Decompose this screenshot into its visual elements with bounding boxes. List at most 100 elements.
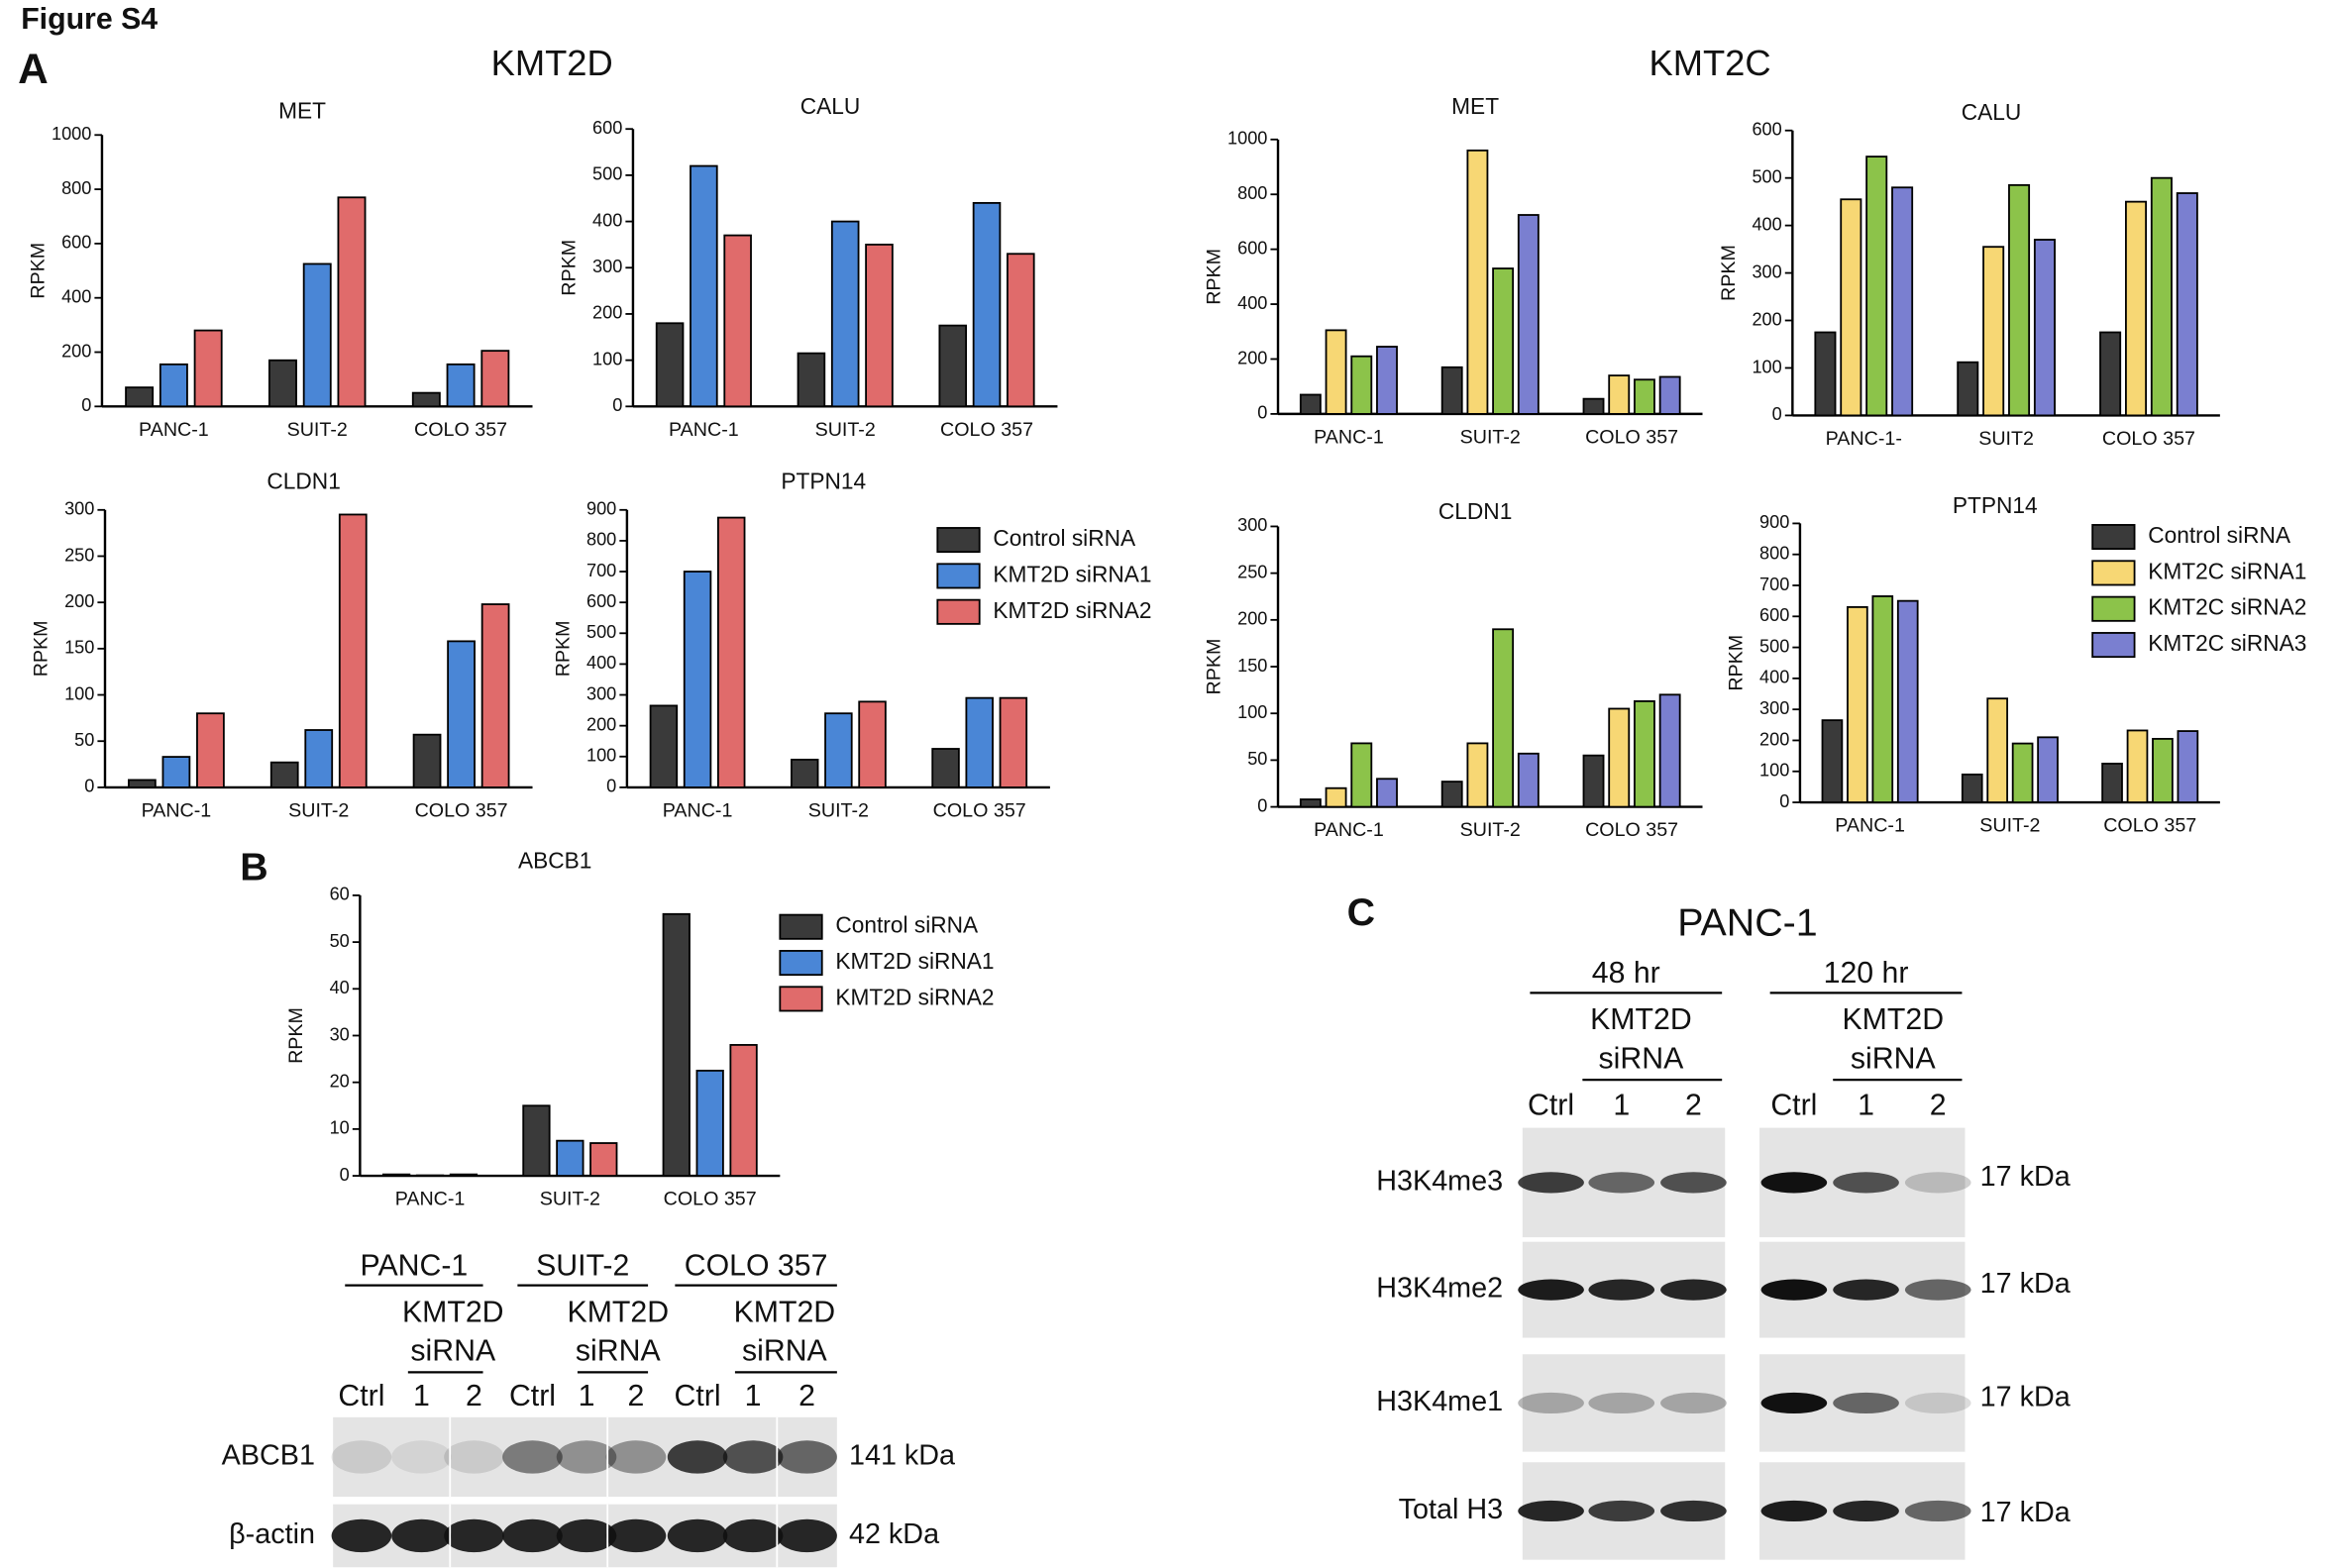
y-tick-label: 900	[1759, 512, 1789, 532]
lane-label: Ctrl	[338, 1380, 384, 1412]
treatment-label: KMT2D	[1590, 1003, 1692, 1036]
y-tick-label: 800	[586, 530, 616, 550]
lane-label: 1	[413, 1380, 430, 1412]
blot-band	[1518, 1392, 1584, 1414]
y-tick-label: 700	[586, 561, 616, 580]
legend-label: KMT2D siRNA1	[993, 561, 1151, 586]
chart-title: CLDN1	[266, 469, 340, 494]
bar	[938, 324, 968, 408]
x-tick-label: PANC-1	[1314, 819, 1384, 841]
y-tick-label: 200	[592, 303, 622, 323]
bar	[1847, 606, 1868, 803]
chart-title: CLDN1	[1438, 498, 1512, 524]
lane-label: 1	[1613, 1089, 1630, 1121]
blot-band	[1588, 1172, 1655, 1194]
y-tick-label: 50	[74, 730, 94, 750]
x-tick-label: COLO 357	[2103, 814, 2196, 836]
y-tick-label: 300	[1759, 698, 1789, 718]
chart-title: CALU	[1962, 99, 2022, 125]
bar	[2099, 331, 2122, 417]
y-tick-label: 400	[1237, 293, 1267, 313]
legend-label: KMT2D siRNA1	[835, 948, 994, 974]
y-tick-label: 1000	[52, 124, 91, 144]
lane-label: 2	[1685, 1089, 1702, 1121]
bar	[2176, 192, 2198, 417]
bar	[655, 322, 685, 408]
row-label: H3K4me1	[1376, 1386, 1503, 1417]
blot-band	[1760, 1172, 1828, 1194]
bar	[1634, 700, 1655, 808]
x-tick-label: PANC-1	[1835, 814, 1905, 836]
x-tick-label: PANC-1	[663, 799, 733, 821]
bar	[2011, 742, 2034, 803]
blot-band	[444, 1518, 504, 1553]
y-axis-label: RPKM	[285, 1007, 307, 1064]
bar	[269, 761, 299, 788]
bar	[1634, 378, 1655, 415]
bar	[1517, 214, 1540, 415]
x-tick-label: SUIT-2	[1460, 426, 1521, 448]
blot-band	[722, 1518, 784, 1553]
y-axis-label: RPKM	[1718, 245, 1740, 301]
bar	[683, 571, 712, 788]
blot-band	[1760, 1392, 1828, 1414]
row-label: H3K4me2	[1376, 1273, 1503, 1305]
bar	[1582, 754, 1605, 808]
x-tick-label: SUIT-2	[815, 419, 876, 441]
y-tick-label: 0	[1779, 791, 1789, 811]
bar	[999, 696, 1028, 788]
y-tick-label: 100	[1752, 357, 1781, 376]
blot-band	[605, 1440, 667, 1474]
bar	[1007, 253, 1035, 408]
bar	[790, 758, 819, 788]
blot-band	[1904, 1172, 1971, 1194]
bar	[2125, 200, 2148, 417]
bar	[1865, 156, 1888, 417]
chart-title: PTPN14	[1953, 492, 2038, 518]
bar	[304, 729, 334, 788]
bar	[824, 712, 853, 788]
y-tick-label: 600	[1237, 238, 1267, 258]
legend-swatch	[2091, 595, 2136, 622]
blot-band	[1660, 1392, 1727, 1414]
bar	[1608, 707, 1631, 808]
bar	[268, 359, 297, 408]
y-tick-label: 600	[61, 233, 91, 253]
treatment-label: KMT2D	[568, 1296, 670, 1328]
lane-label: 2	[1930, 1089, 1947, 1121]
treatment-label: siRNA	[742, 1335, 828, 1368]
blot-band	[1833, 1500, 1899, 1522]
x-tick-label: PANC-1	[1314, 426, 1384, 448]
x-tick-label: PANC-1	[395, 1188, 466, 1209]
y-tick-label: 200	[1759, 729, 1789, 749]
blot-panel	[1522, 1354, 1726, 1452]
treatment-label: siRNA	[1599, 1042, 1685, 1075]
legend-label: Control siRNA	[2148, 522, 2291, 548]
blot-band	[1588, 1500, 1655, 1522]
bar	[1957, 361, 1979, 417]
bar	[729, 1044, 758, 1177]
y-axis-label: RPKM	[1726, 635, 1748, 691]
row-label: H3K4me3	[1376, 1165, 1503, 1197]
blot-band	[605, 1518, 667, 1553]
bar	[480, 603, 510, 788]
panel-label: A	[18, 46, 49, 92]
y-tick-label: 50	[1247, 749, 1267, 769]
bar	[1582, 397, 1605, 415]
blot-band	[556, 1518, 617, 1553]
bar	[1658, 375, 1681, 415]
y-tick-label: 200	[586, 714, 616, 734]
bar	[662, 912, 691, 1177]
bar	[1299, 393, 1322, 415]
blot-band	[1518, 1172, 1584, 1194]
bar	[965, 696, 994, 788]
bar	[412, 733, 442, 788]
bar	[128, 779, 157, 788]
y-tick-label: 0	[340, 1165, 350, 1185]
blot-band	[1904, 1500, 1971, 1522]
legend-swatch	[936, 527, 981, 554]
y-tick-label: 300	[1752, 261, 1781, 281]
blot-band	[444, 1440, 504, 1474]
bar	[690, 164, 718, 408]
